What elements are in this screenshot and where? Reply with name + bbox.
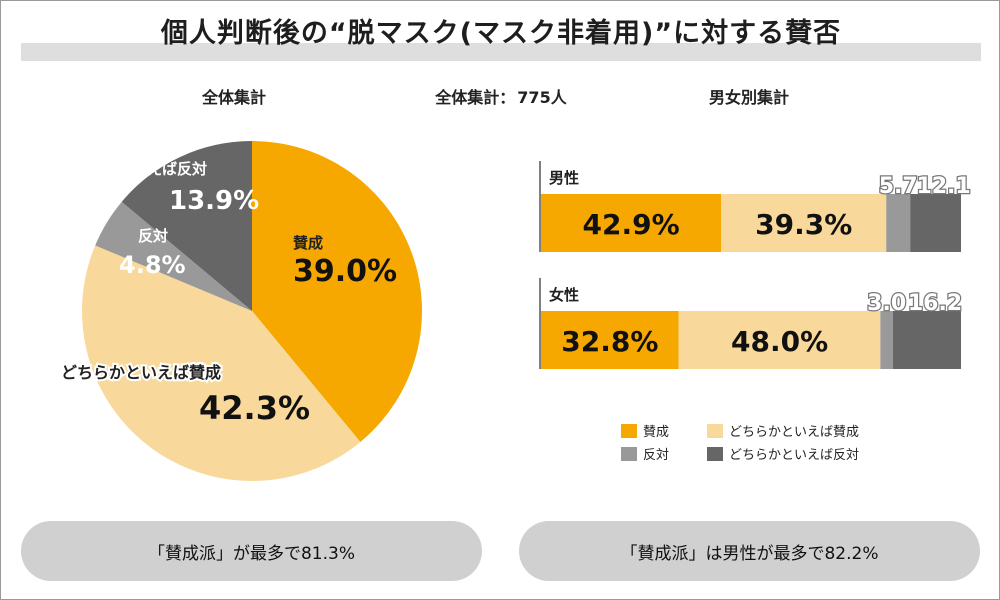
legend-swatch-0 <box>621 424 637 438</box>
pie-slice-1 <box>82 245 361 481</box>
pie-value-label-1: 42.3% <box>199 389 310 427</box>
overall-header: 全体集計 <box>202 88 267 107</box>
pie-value-label-2: 4.8% <box>119 251 186 279</box>
bar-category-label-0: 男性 <box>549 169 579 187</box>
bar-segment-1-1 <box>678 311 881 369</box>
bar-category-label-1: 女性 <box>549 286 579 304</box>
pie-value-label-0: 39.0% <box>293 254 397 289</box>
summary-right: 「賛成派」は男性が最多で82.2% <box>519 521 980 581</box>
legend-label-3: どちらかといえば反対 <box>729 448 859 463</box>
total-value: 775人 <box>517 88 567 107</box>
pie-value-label-3: 13.9% <box>169 186 259 216</box>
legend-label-2: 反対 <box>643 448 669 463</box>
legend-swatch-2 <box>621 447 637 461</box>
summary-left: 「賛成派」が最多で81.3% <box>21 521 482 581</box>
bar-segment-0-3 <box>910 194 961 252</box>
gender-header: 男女別集計 <box>709 88 790 107</box>
summary-left-text: 「賛成派」が最多で81.3% <box>147 543 355 564</box>
pie-slice-3 <box>121 141 252 311</box>
bar-value-label-0-1: 39.3% <box>755 208 852 241</box>
chart-title: 個人判断後の“脱マスク(マスク非着用)”に対する賛否 <box>160 18 842 49</box>
bar-segment-1-2 <box>880 311 893 369</box>
legend-label-0: 賛成 <box>643 425 669 440</box>
legend-swatch-1 <box>707 424 723 438</box>
bar-value-label-1-3: 16.2 <box>908 291 962 316</box>
overall-pie-chart: 賛成 39.0% どちらかといえば賛成 42.3% 反対 4.8% どちらかといえば反対 13… <box>57 141 423 481</box>
bar-segment-0-2 <box>886 194 911 252</box>
pie-slice-0 <box>252 141 423 442</box>
legend-label-1: どちらかといえば賛成 <box>729 425 859 440</box>
legend-swatch-3 <box>707 447 723 461</box>
pie-category-label-3: どちらかといえば反対 <box>57 160 207 178</box>
bar-value-label-1-0: 32.8% <box>561 325 658 358</box>
total-count: 全体集計： 775人 <box>1 84 1000 108</box>
bar-segment-0-1 <box>721 194 887 252</box>
bar-segment-1-0 <box>541 311 679 369</box>
total-label: 全体集計： <box>435 88 516 107</box>
pie-category-label-0: 賛成 <box>293 234 323 252</box>
summary-right-text: 「賛成派」は男性が最多で82.2% <box>620 543 879 564</box>
bar-value-label-0-3: 12.1 <box>916 174 970 199</box>
pie-category-label-2: 反対 <box>138 227 168 245</box>
pie-slice-2 <box>95 201 253 311</box>
bar-segment-1-3 <box>892 311 961 369</box>
bar-segment-0-0 <box>541 194 722 252</box>
title-band <box>21 43 981 61</box>
pie-category-label-1: どちらかといえば賛成 <box>61 363 221 382</box>
bar-value-label-0-0: 42.9% <box>583 208 680 241</box>
bar-value-label-1-1: 48.0% <box>731 325 828 358</box>
